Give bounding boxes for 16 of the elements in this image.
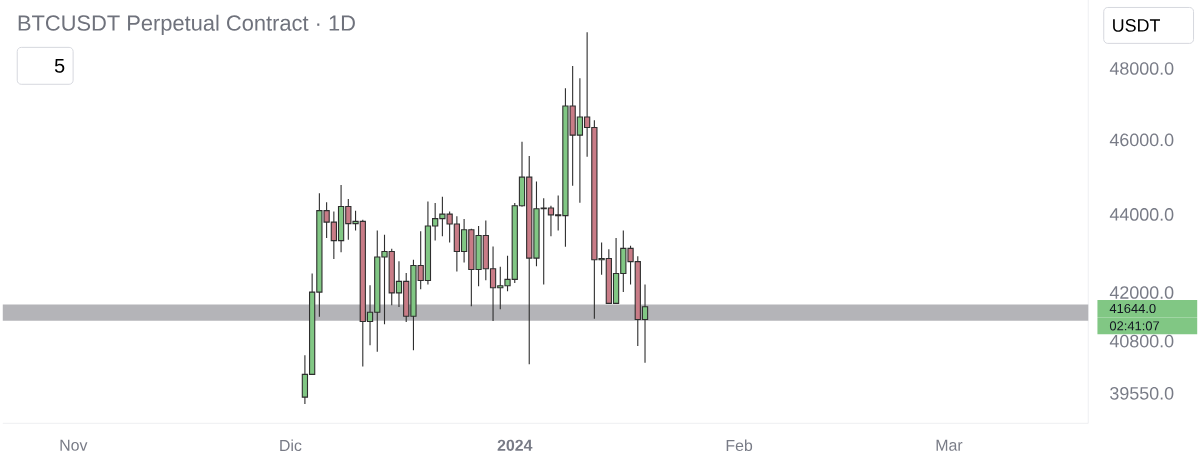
- y-tick-label: 44000.0: [1109, 208, 1174, 221]
- y-tick-label: 39550.0: [1110, 387, 1174, 400]
- y-tick-label: 48000.0: [1109, 62, 1174, 75]
- y-tick-label: 40800.0: [1109, 334, 1174, 348]
- text: 02:41:07: [1109, 321, 1160, 331]
- annotation: 5: [54, 58, 65, 73]
- text: BTCUSDT Perpetual Contract · 1D: [18, 14, 355, 36]
- x-tick-label: 2024: [497, 439, 533, 451]
- y-tick-label: 46000.0: [1109, 133, 1174, 147]
- x-tick-label: Mar: [936, 439, 963, 451]
- y-axis-title: USDT: [1113, 19, 1161, 32]
- x-tick-label: Nov: [60, 439, 88, 451]
- x-tick-label: Feb: [726, 439, 753, 452]
- y-tick-label: 42000.0: [1109, 286, 1174, 299]
- x-tick-label: Dic: [280, 439, 302, 452]
- text: 41644.0: [1109, 303, 1156, 314]
